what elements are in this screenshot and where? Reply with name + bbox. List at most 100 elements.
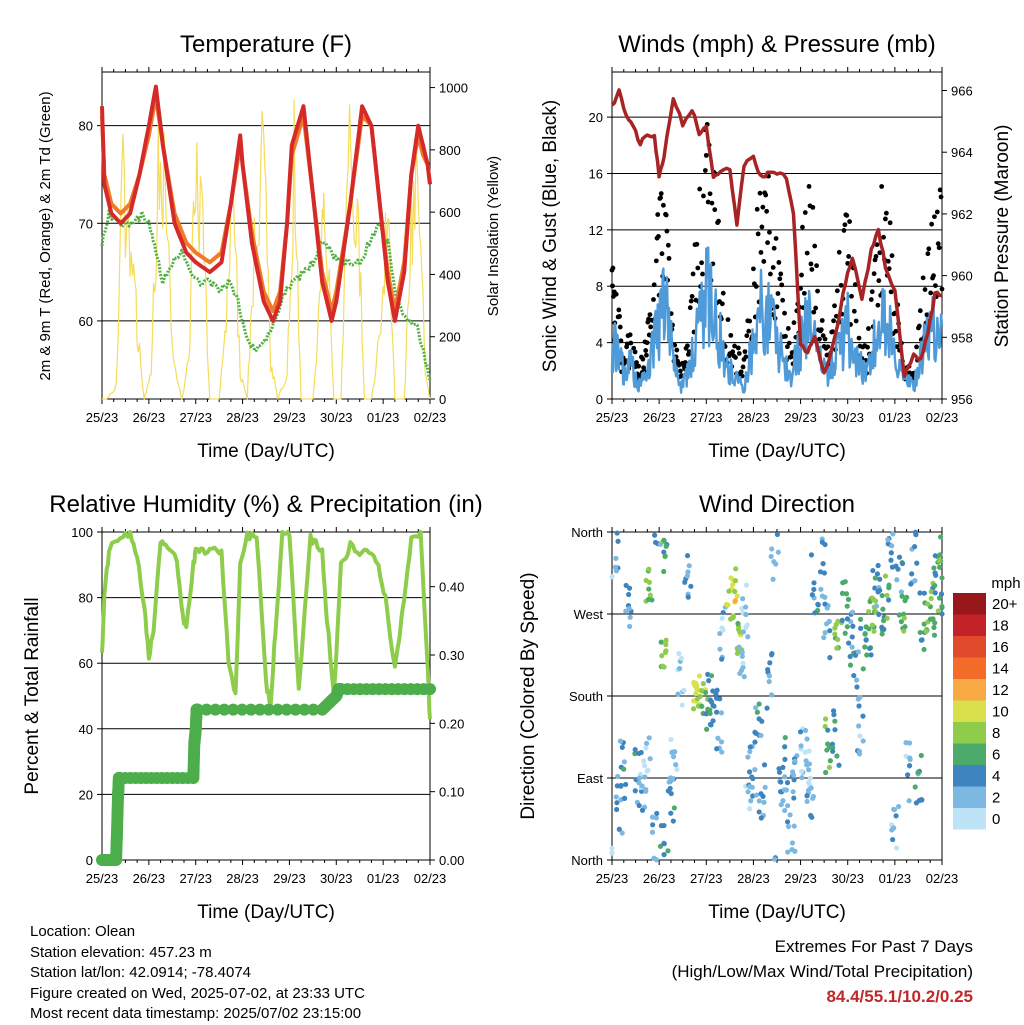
direction-point <box>857 733 863 739</box>
chart-title: Winds (mph) & Pressure (mb) <box>618 31 935 58</box>
direction-point <box>896 612 902 618</box>
direction-point <box>875 589 881 595</box>
gust-point <box>889 253 895 259</box>
direction-point <box>641 758 647 764</box>
gust-point <box>763 192 769 198</box>
gust-point <box>782 310 787 316</box>
direction-point <box>658 639 664 645</box>
legend-label: 6 <box>992 747 1000 764</box>
direction-point <box>932 553 938 559</box>
precip-point <box>271 703 284 716</box>
direction-point <box>821 634 827 641</box>
direction-point <box>616 826 622 832</box>
y2-tick-label: 964 <box>951 145 973 160</box>
direction-point <box>864 652 870 658</box>
gust-point <box>676 362 682 368</box>
direction-point <box>791 777 797 783</box>
direction-point <box>889 543 895 549</box>
y-tick-label: East <box>577 771 603 786</box>
direction-point <box>858 625 864 631</box>
direction-point <box>862 631 868 637</box>
gust-point <box>655 212 661 217</box>
gust-point <box>689 293 695 299</box>
direction-point <box>860 738 866 744</box>
direction-point <box>891 825 897 831</box>
direction-point <box>939 575 945 581</box>
direction-point <box>649 814 656 820</box>
solar-series <box>102 99 431 400</box>
direction-point <box>825 727 831 733</box>
gust-point <box>694 241 700 247</box>
y-tick-label: 100 <box>71 525 93 540</box>
direction-point <box>911 544 918 550</box>
gust-point <box>666 255 672 261</box>
y2-tick-label: 0.00 <box>439 853 464 868</box>
direction-point <box>661 537 667 543</box>
gust-point <box>685 343 690 349</box>
gust-point <box>764 208 770 214</box>
gust-point <box>736 351 742 356</box>
temp-2m-series <box>100 84 432 323</box>
legend-label: 0 <box>992 811 1000 828</box>
x-tick-label: 30/23 <box>320 871 353 886</box>
direction-point <box>811 586 817 593</box>
direction-point <box>928 595 934 602</box>
x-tick-label: 28/23 <box>226 871 259 886</box>
y-tick-label: 20 <box>79 787 93 802</box>
x-tick-label: 29/23 <box>784 871 817 886</box>
x-axis-label: Time (Day/UTC) <box>197 902 335 923</box>
direction-point <box>905 772 911 778</box>
direction-point <box>735 620 741 627</box>
gust-point <box>851 308 857 314</box>
direction-point <box>824 605 830 611</box>
direction-point <box>764 705 770 711</box>
gust-point <box>659 251 665 257</box>
direction-point <box>677 665 683 672</box>
direction-point <box>691 679 697 686</box>
chart-title: Temperature (F) <box>180 31 352 58</box>
direction-point <box>870 596 876 602</box>
direction-point <box>879 592 885 599</box>
direction-point <box>915 769 921 775</box>
legend-swatch <box>953 636 986 658</box>
gust-point <box>778 271 784 277</box>
direction-point <box>844 624 850 630</box>
direction-point <box>740 664 746 670</box>
gust-point <box>640 356 646 362</box>
legend-swatch <box>953 722 986 744</box>
gust-point <box>617 313 622 319</box>
direction-point <box>782 807 788 814</box>
direction-point <box>636 750 642 757</box>
gust-point <box>925 251 931 257</box>
gust-point <box>651 297 656 302</box>
gust-point <box>813 305 819 311</box>
gust-point <box>856 335 862 341</box>
direction-point <box>649 829 656 835</box>
precip-point <box>289 703 302 716</box>
direction-point <box>809 592 815 598</box>
direction-point <box>767 660 773 666</box>
latest-timestamp-text: Most recent data timestamp: 2025/07/02 2… <box>30 1005 362 1022</box>
gust-point <box>634 360 639 365</box>
direction-point <box>782 774 788 780</box>
gust-point <box>665 242 671 248</box>
direction-point <box>937 564 943 570</box>
direction-point <box>804 762 810 768</box>
direction-point <box>626 585 633 591</box>
direction-point <box>792 848 798 854</box>
gust-point <box>922 287 928 292</box>
direction-point <box>688 583 694 589</box>
gust-point <box>746 328 752 334</box>
x-tick-label: 01/23 <box>879 410 912 425</box>
x-axis-label: Time (Day/UTC) <box>708 441 846 462</box>
gust-point <box>831 318 836 324</box>
direction-point <box>918 637 924 643</box>
gust-point <box>677 368 683 374</box>
direction-point <box>704 726 710 732</box>
direction-point <box>643 577 649 584</box>
gust-point <box>705 199 711 205</box>
direction-point <box>653 815 659 821</box>
direction-point <box>769 546 775 552</box>
direction-point <box>674 766 680 772</box>
direction-point <box>720 609 726 616</box>
